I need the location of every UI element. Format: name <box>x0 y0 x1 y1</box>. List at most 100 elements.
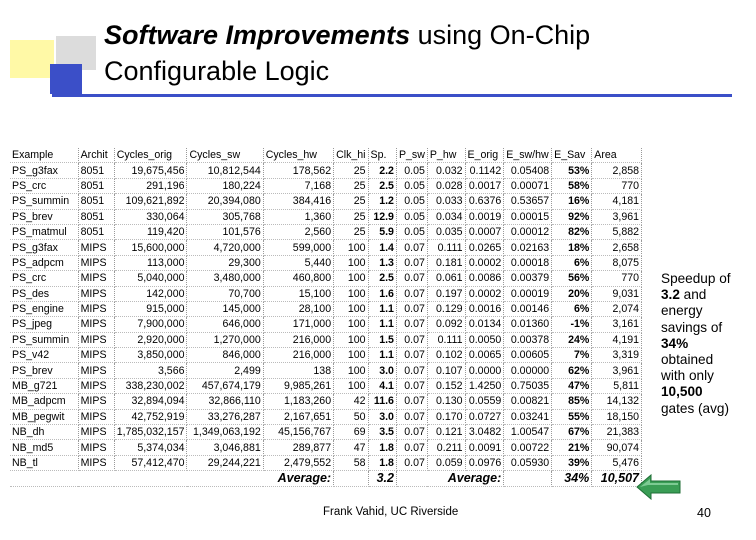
cell-e-orig: 0.0002 <box>465 286 505 302</box>
cell-area: 770 <box>591 270 642 287</box>
arrow-left-icon <box>636 474 681 500</box>
cell-area: 21,383 <box>591 424 642 441</box>
cell-cycles-sw: 10,812,544 <box>186 162 264 179</box>
title-emphasis: Software Improvements <box>104 20 411 50</box>
cell-e-orig: 0.0727 <box>465 409 505 426</box>
cell-clk-hi: 69 <box>333 424 369 441</box>
header-area: Area <box>591 148 642 164</box>
header-p-sw: P_sw <box>396 148 428 164</box>
average-energy-savings: 34% <box>551 470 593 487</box>
cell-area: 770 <box>591 178 642 195</box>
cell-archit: MIPS <box>78 301 115 318</box>
cell-e-orig: 0.0091 <box>465 439 505 456</box>
cell-e-orig: 0.0017 <box>465 178 505 195</box>
table-row: PS_brev 8051 330,064 305,768 1,360 25 12.9 0.05… <box>10 209 642 225</box>
cell-clk-hi: 58 <box>333 455 369 472</box>
cell-e-sav: 56% <box>551 270 593 287</box>
cell-p-hw: 0.111 <box>427 239 466 256</box>
cell-p-sw: 0.07 <box>396 439 428 456</box>
table-row: PS_adpcm MIPS 113,000 29,300 5,440 100 1.3 0.07… <box>10 255 642 272</box>
cell-p-hw: 0.129 <box>427 301 466 318</box>
cell-speedup: 1.3 <box>368 255 397 272</box>
cell-e-orig: 0.0019 <box>465 209 505 225</box>
cell-cycles-orig: 32,894,094 <box>114 393 188 410</box>
decorative-yellow-square <box>10 40 54 78</box>
cell-p-hw: 0.034 <box>427 209 466 225</box>
header-speedup: Sp. <box>368 148 397 164</box>
cell-example: PS_matmul <box>10 224 79 241</box>
cell-archit: MIPS <box>78 255 115 272</box>
cell-cycles-sw: 846,000 <box>186 347 264 364</box>
page-number: 40 <box>697 506 711 520</box>
cell-e-sav: 55% <box>551 409 593 426</box>
cell-e-orig: 3.0482 <box>465 424 505 441</box>
cell-clk-hi: 25 <box>333 178 369 195</box>
cell-cycles-orig: 57,412,470 <box>114 455 188 472</box>
cell-speedup: 1.4 <box>368 239 397 256</box>
cell-example: PS_v42 <box>10 347 79 364</box>
cell-example: NB_dh <box>10 424 79 441</box>
cell-cycles-orig: 3,850,000 <box>114 347 188 364</box>
header-e-swhw: E_sw/hw <box>503 148 553 164</box>
cell-cycles-hw: 1,360 <box>263 209 335 225</box>
cell-e-sav: 67% <box>551 424 593 441</box>
cell-example: PS_brev <box>10 209 79 225</box>
cell-e-sav: 53% <box>551 162 593 179</box>
cell-area: 5,882 <box>591 224 642 241</box>
cell-p-sw: 0.07 <box>396 255 428 272</box>
cell-cycles-orig: 2,920,000 <box>114 332 188 349</box>
header-cycles-hw: Cycles_hw <box>263 148 335 164</box>
cell-cycles-sw: 145,000 <box>186 301 264 318</box>
cell-cycles-hw: 45,156,767 <box>263 424 335 441</box>
cell-area: 5,476 <box>591 455 642 472</box>
cell-clk-hi: 42 <box>333 393 369 410</box>
cell-e-sav: 21% <box>551 439 593 456</box>
cell-speedup: 3.0 <box>368 409 397 426</box>
cell-clk-hi: 100 <box>333 270 369 287</box>
cell-speedup: 2.5 <box>368 178 397 195</box>
cell-e-orig: 0.1142 <box>465 162 505 179</box>
cell-e-swhw: 0.00018 <box>503 255 553 272</box>
header-e-sav: E_Sav <box>551 148 593 164</box>
header-cycles-sw: Cycles_sw <box>186 148 264 164</box>
cell-archit: 8051 <box>78 178 115 195</box>
cell-clk-hi: 100 <box>333 255 369 272</box>
cell-e-swhw: 0.00000 <box>503 362 553 379</box>
cell-area: 14,132 <box>591 393 642 410</box>
cell-e-orig: 0.0086 <box>465 270 505 287</box>
cell-p-sw: 0.05 <box>396 193 428 210</box>
cell-clk-hi: 100 <box>333 316 369 333</box>
cell-e-orig: 0.0976 <box>465 455 505 472</box>
cell-cycles-hw: 384,416 <box>263 193 335 210</box>
cell-example: MB_pegwit <box>10 409 79 426</box>
cell-e-orig: 0.0265 <box>465 239 505 256</box>
cell-speedup: 2.2 <box>368 162 397 179</box>
cell-cycles-sw: 3,046,881 <box>186 439 264 456</box>
cell-cycles-orig: 142,000 <box>114 286 188 302</box>
cell-p-hw: 0.170 <box>427 409 466 426</box>
cell-e-sav: 18% <box>551 239 593 256</box>
cell-speedup: 1.1 <box>368 316 397 333</box>
cell-area: 9,031 <box>591 286 642 302</box>
cell-e-orig: 0.0559 <box>465 393 505 410</box>
cell-cycles-hw: 460,800 <box>263 270 335 287</box>
callout-text-4: gates (avg) <box>661 400 730 416</box>
cell-speedup: 2.5 <box>368 270 397 287</box>
cell-cycles-orig: 19,675,456 <box>114 162 188 179</box>
cell-e-orig: 0.0002 <box>465 255 505 272</box>
cell-example: PS_engine <box>10 301 79 318</box>
cell-cycles-hw: 7,168 <box>263 178 335 195</box>
cell-cycles-sw: 4,720,000 <box>186 239 264 256</box>
cell-cycles-orig: 42,752,919 <box>114 409 188 426</box>
cell-e-sav: 6% <box>551 255 593 272</box>
cell-example: PS_crc <box>10 178 79 195</box>
cell-archit: MIPS <box>78 332 115 349</box>
callout-gates: 10,500 <box>661 384 703 400</box>
cell-cycles-hw: 2,479,552 <box>263 455 335 472</box>
results-table-container: Example Archit Cycles_orig Cycles_sw Cyc… <box>10 148 642 496</box>
cell-archit: MIPS <box>78 455 115 472</box>
cell-cycles-orig: 3,566 <box>114 362 188 379</box>
cell-p-sw: 0.07 <box>396 301 428 318</box>
average-label-1: Average: <box>10 470 335 487</box>
header-e-orig: E_orig <box>465 148 505 164</box>
